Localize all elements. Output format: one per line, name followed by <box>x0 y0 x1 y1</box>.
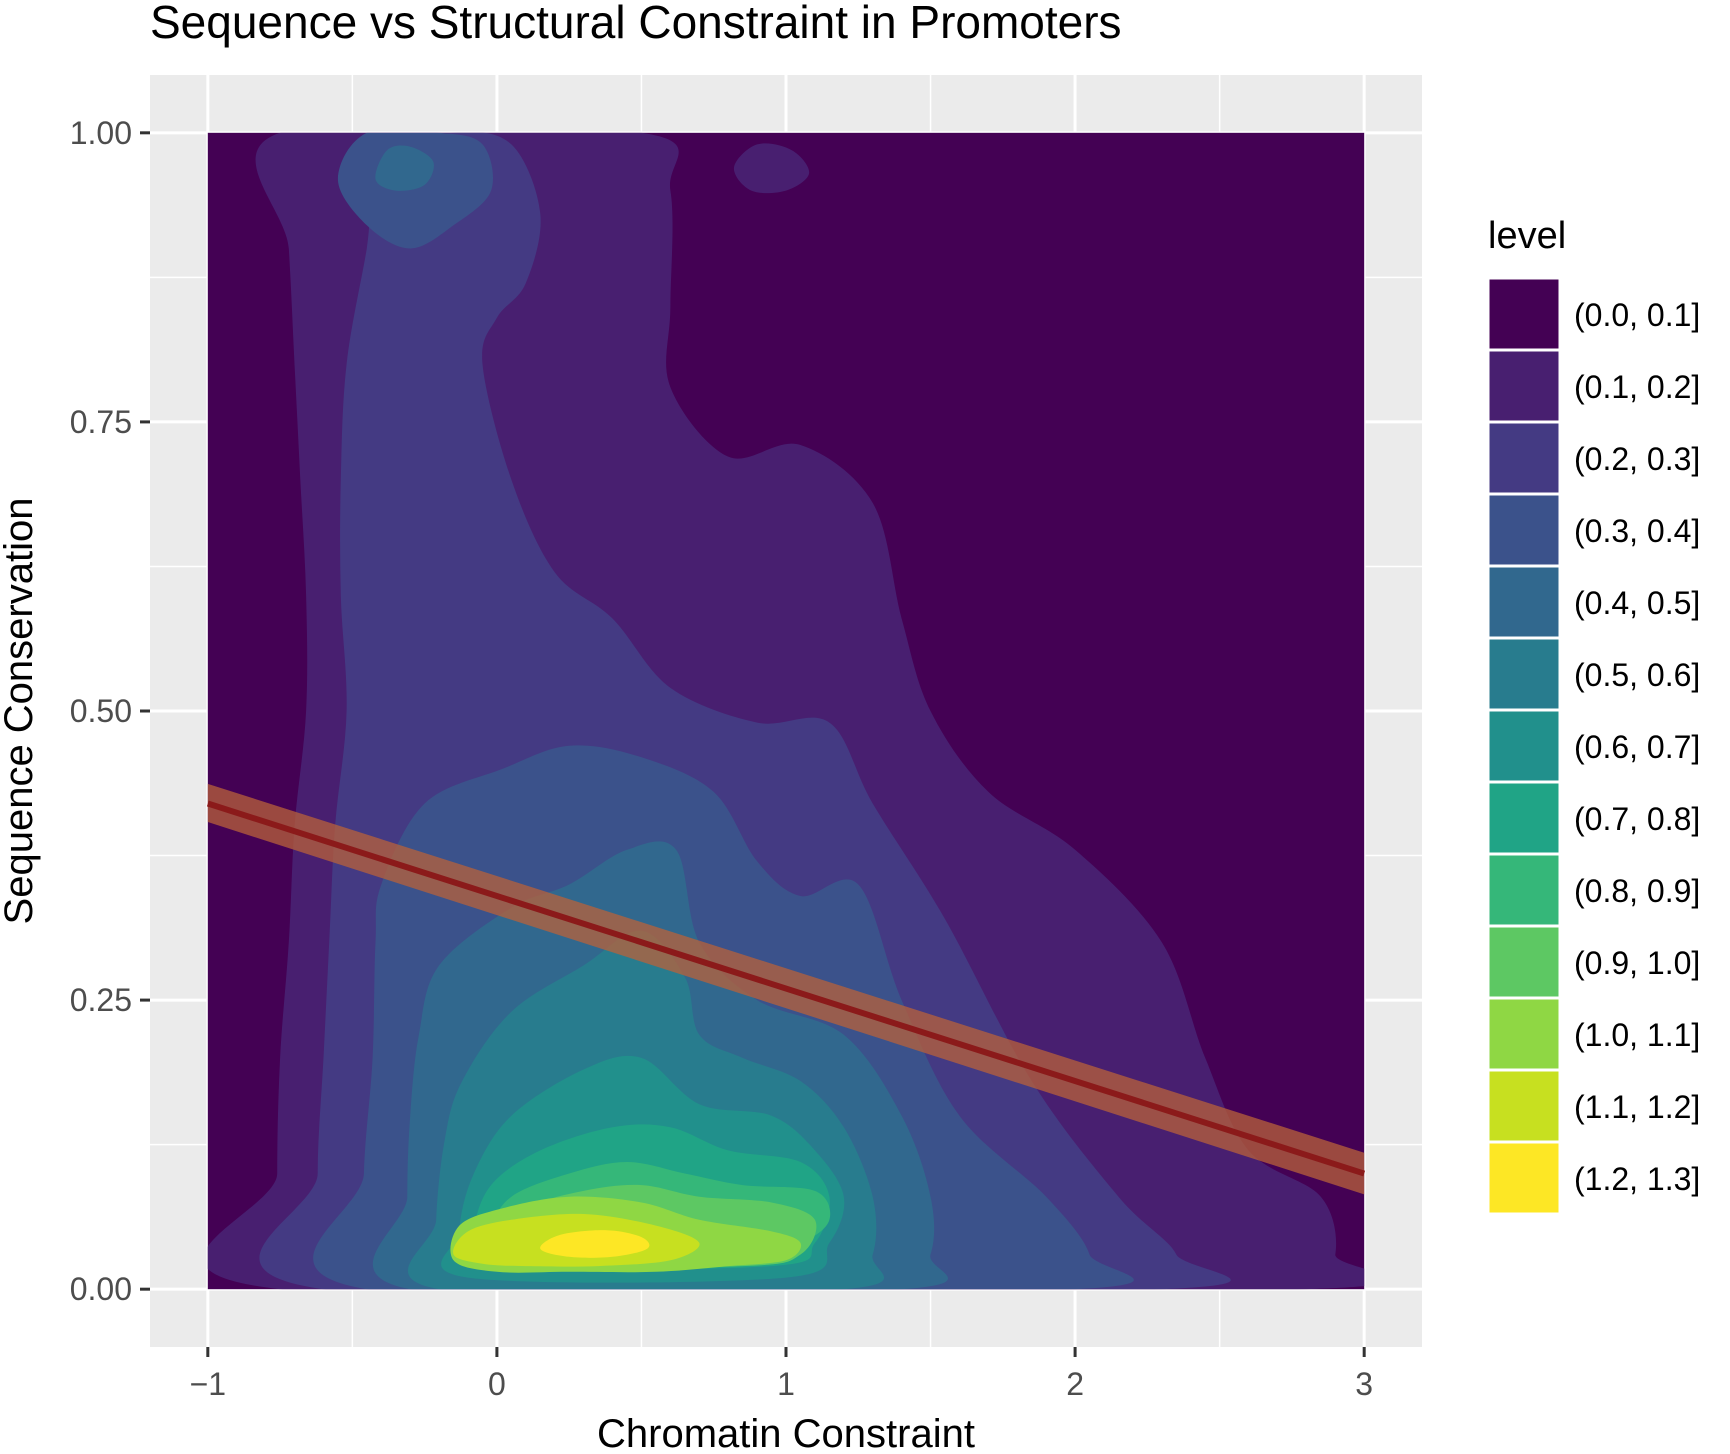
y-tick-label: 0.50 <box>70 693 132 729</box>
contour-level-region <box>540 1230 650 1258</box>
y-tick-label: 0.75 <box>70 404 132 440</box>
y-tick-label: 1.00 <box>70 115 132 151</box>
density-contours <box>207 132 1365 1290</box>
y-axis-label: Sequence Conservation <box>0 498 41 925</box>
legend-label: (0.3, 0.4] <box>1574 513 1700 549</box>
legend-label: (0.2, 0.3] <box>1574 441 1700 477</box>
legend-label: (0.9, 1.0] <box>1574 945 1700 981</box>
legend-label: (0.8, 0.9] <box>1574 873 1700 909</box>
regression-line <box>206 783 1366 1195</box>
legend-label: (0.6, 0.7] <box>1574 729 1700 765</box>
legend-label: (1.1, 1.2] <box>1574 1089 1700 1125</box>
legend-key <box>1486 636 1562 712</box>
legend-label: (0.1, 0.2] <box>1574 369 1700 405</box>
x-tick-label: 1 <box>777 1366 795 1402</box>
legend-key <box>1486 420 1562 496</box>
legend-key <box>1486 564 1562 640</box>
legend: level (0.0, 0.1] (0.1, 0.2] (0.2, 0.3] (0.3… <box>1486 215 1700 1216</box>
contour-level-region <box>375 145 434 191</box>
legend-key <box>1486 852 1562 928</box>
y-axis: 0.00 0.25 0.50 0.75 1.00 <box>70 115 150 1307</box>
legend-label: (0.4, 0.5] <box>1574 585 1700 621</box>
chart-title: Sequence vs Structural Constraint in Pro… <box>150 0 1122 48</box>
x-axis: −1 0 1 2 3 <box>190 1347 1373 1402</box>
x-tick-label: 0 <box>488 1366 506 1402</box>
x-tick-label: 3 <box>1355 1366 1373 1402</box>
contour-level-region <box>733 143 810 194</box>
legend-key <box>1486 924 1562 1000</box>
legend-key <box>1486 348 1562 424</box>
x-tick-label: −1 <box>190 1366 226 1402</box>
legend-key <box>1486 780 1562 856</box>
legend-key <box>1486 276 1562 352</box>
legend-label: (1.0, 1.1] <box>1574 1017 1700 1053</box>
legend-key <box>1486 708 1562 784</box>
legend-key <box>1486 1068 1562 1144</box>
legend-label: (0.5, 0.6] <box>1574 657 1700 693</box>
legend-label: (1.2, 1.3] <box>1574 1161 1700 1197</box>
y-tick-label: 0.25 <box>70 982 132 1018</box>
legend-key <box>1486 1140 1562 1216</box>
legend-key <box>1486 492 1562 568</box>
legend-label: (0.7, 0.8] <box>1574 801 1700 837</box>
legend-key <box>1486 996 1562 1072</box>
x-axis-label: Chromatin Constraint <box>597 1412 975 1449</box>
legend-title: level <box>1488 215 1566 257</box>
contour-bands <box>207 132 1365 1290</box>
x-tick-label: 2 <box>1066 1366 1084 1402</box>
y-tick-label: 0.00 <box>70 1271 132 1307</box>
legend-label: (0.0, 0.1] <box>1574 297 1700 333</box>
fit-line <box>206 800 1366 1177</box>
contour-level-region <box>337 132 493 249</box>
